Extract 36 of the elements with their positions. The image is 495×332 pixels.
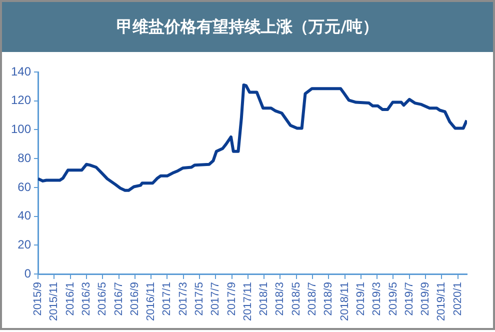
x-tick-label: 2019/11 — [436, 282, 448, 322]
x-tick-label: 2015/11 — [48, 282, 60, 322]
x-tick-label: 2017/11 — [242, 282, 254, 322]
y-tick-label: 60 — [18, 180, 32, 194]
x-tick-label: 2019/7 — [403, 282, 416, 316]
y-tick-label: 140 — [10, 64, 32, 78]
x-tick-label: 2016/9 — [128, 282, 141, 316]
x-tick-label: 2015/9 — [32, 282, 44, 316]
x-tick-label: 2016/5 — [96, 282, 109, 316]
x-tick-label: 2018/7 — [306, 282, 319, 316]
x-tick-label: 2018/1 — [258, 282, 270, 316]
x-tick-label: 2016/7 — [112, 282, 125, 316]
x-tick-label: 2016/11 — [145, 282, 158, 322]
y-tick-label: 120 — [10, 93, 32, 108]
x-tick-label: 2017/5 — [194, 282, 206, 316]
x-tick-label: 2018/9 — [322, 282, 335, 316]
y-tick-label: 0 — [24, 266, 32, 280]
x-tick-label: 2017/3 — [177, 282, 190, 316]
x-tick-label: 2019/5 — [387, 282, 400, 316]
x-tick-label: 2017/9 — [226, 282, 238, 316]
x-tick-label: 2019/3 — [371, 282, 384, 316]
x-tick-label: 2017/7 — [210, 282, 222, 316]
y-tick-label: 40 — [18, 208, 32, 223]
x-tick-label: 2016/1 — [64, 282, 76, 316]
y-tick-label: 20 — [18, 238, 32, 252]
y-tick-label: 80 — [18, 150, 32, 165]
y-tick-label: 100 — [10, 122, 32, 136]
chart-title: 甲维盐价格有望持续上涨（万元/吨） — [2, 2, 493, 52]
x-tick-label: 2016/3 — [80, 282, 92, 316]
x-tick-label: 2020/1 — [452, 282, 464, 316]
x-tick-label: 2018/5 — [290, 282, 302, 316]
x-tick-label: 2018/11 — [338, 282, 351, 322]
x-tick-label: 2019/1 — [354, 282, 367, 316]
x-tick-label: 2018/3 — [274, 282, 286, 316]
x-tick-label: 2019/9 — [420, 282, 432, 316]
x-tick-label: 2017/1 — [161, 282, 174, 316]
